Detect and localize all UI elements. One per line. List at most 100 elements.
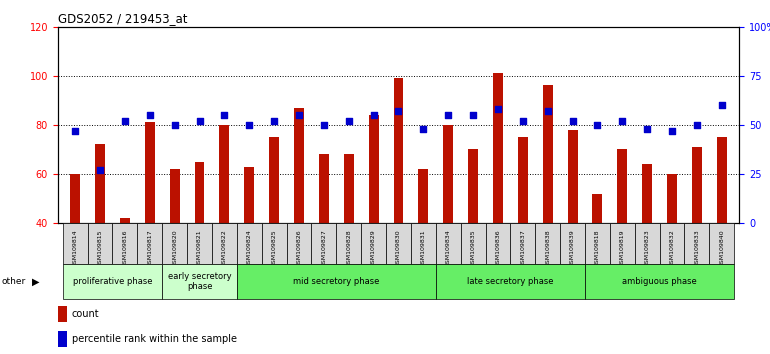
FancyBboxPatch shape (460, 223, 486, 264)
Text: GSM109837: GSM109837 (521, 229, 525, 267)
Point (318, 122, 330, 128)
FancyBboxPatch shape (137, 223, 162, 264)
Point (691, 122, 703, 128)
FancyBboxPatch shape (660, 223, 685, 264)
Text: GSM109815: GSM109815 (98, 229, 102, 267)
Point (467, 112, 479, 118)
Bar (567, 130, 578, 223)
Bar (95, 144, 105, 223)
Point (567, 118, 579, 124)
Point (343, 118, 355, 124)
Text: GSM109830: GSM109830 (396, 229, 401, 267)
Bar (120, 218, 130, 223)
FancyBboxPatch shape (237, 264, 436, 299)
Text: GSM109818: GSM109818 (595, 229, 600, 267)
FancyBboxPatch shape (311, 223, 336, 264)
Bar (642, 164, 652, 223)
FancyBboxPatch shape (62, 223, 88, 264)
Text: GSM109835: GSM109835 (470, 229, 476, 267)
Point (193, 118, 206, 124)
Point (393, 108, 405, 114)
FancyBboxPatch shape (336, 223, 361, 264)
Text: GSM109826: GSM109826 (296, 229, 302, 267)
Point (119, 118, 131, 124)
Text: GSM109840: GSM109840 (719, 229, 725, 267)
Bar (692, 147, 702, 223)
FancyBboxPatch shape (511, 223, 535, 264)
FancyBboxPatch shape (486, 223, 511, 264)
Text: proliferative phase: proliferative phase (72, 277, 152, 286)
Bar (319, 154, 329, 223)
Bar (667, 174, 677, 223)
Point (417, 126, 430, 132)
Point (541, 108, 554, 114)
Bar (145, 122, 155, 223)
Bar (70, 174, 80, 223)
Bar (169, 169, 179, 223)
Text: early secretory
phase: early secretory phase (168, 272, 231, 291)
Text: GSM109820: GSM109820 (172, 229, 177, 267)
FancyBboxPatch shape (610, 223, 634, 264)
Point (69, 128, 82, 133)
Text: GSM109823: GSM109823 (644, 229, 650, 267)
Point (591, 122, 604, 128)
Text: other: other (2, 277, 25, 286)
Text: GSM109833: GSM109833 (695, 229, 699, 267)
FancyBboxPatch shape (436, 264, 585, 299)
Point (144, 112, 156, 118)
Point (492, 106, 504, 112)
Bar (444, 125, 454, 223)
Text: GSM109824: GSM109824 (246, 229, 252, 267)
Text: GSM109819: GSM109819 (620, 229, 624, 267)
Point (616, 118, 628, 124)
FancyBboxPatch shape (361, 223, 386, 264)
Point (94, 167, 106, 173)
FancyBboxPatch shape (212, 223, 237, 264)
Text: GSM109831: GSM109831 (421, 229, 426, 267)
Point (641, 126, 653, 132)
FancyBboxPatch shape (709, 223, 735, 264)
Bar (543, 85, 553, 223)
Text: GDS2052 / 219453_at: GDS2052 / 219453_at (58, 12, 187, 25)
Point (218, 112, 230, 118)
Point (517, 118, 529, 124)
Text: GSM109838: GSM109838 (545, 229, 551, 267)
Text: GSM109828: GSM109828 (346, 229, 351, 267)
Bar (393, 78, 403, 223)
Bar (717, 137, 727, 223)
Text: GSM109825: GSM109825 (272, 229, 276, 267)
Bar (592, 194, 602, 223)
Text: GSM109839: GSM109839 (570, 229, 575, 267)
Point (293, 112, 305, 118)
FancyBboxPatch shape (62, 264, 162, 299)
Bar (195, 162, 205, 223)
Bar (343, 154, 353, 223)
Text: ambiguous phase: ambiguous phase (622, 277, 697, 286)
Text: mid secretory phase: mid secretory phase (293, 277, 380, 286)
Text: GSM109822: GSM109822 (222, 229, 227, 267)
FancyBboxPatch shape (112, 223, 137, 264)
Point (169, 122, 181, 128)
Bar (468, 149, 478, 223)
FancyBboxPatch shape (634, 223, 660, 264)
FancyBboxPatch shape (585, 223, 610, 264)
FancyBboxPatch shape (535, 223, 560, 264)
Bar (518, 137, 527, 223)
Text: GSM109821: GSM109821 (197, 229, 202, 267)
Text: percentile rank within the sample: percentile rank within the sample (72, 334, 236, 344)
Point (666, 128, 678, 133)
FancyBboxPatch shape (585, 264, 735, 299)
FancyBboxPatch shape (88, 223, 112, 264)
Text: ▶: ▶ (32, 276, 40, 286)
Text: GSM109836: GSM109836 (495, 229, 500, 267)
Bar (270, 137, 279, 223)
Bar (244, 166, 254, 223)
FancyBboxPatch shape (237, 223, 262, 264)
FancyBboxPatch shape (386, 223, 411, 264)
Bar (369, 115, 379, 223)
Text: GSM109814: GSM109814 (72, 229, 78, 267)
Text: GSM109834: GSM109834 (446, 229, 450, 267)
FancyBboxPatch shape (411, 223, 436, 264)
FancyBboxPatch shape (262, 223, 286, 264)
Bar (418, 169, 428, 223)
